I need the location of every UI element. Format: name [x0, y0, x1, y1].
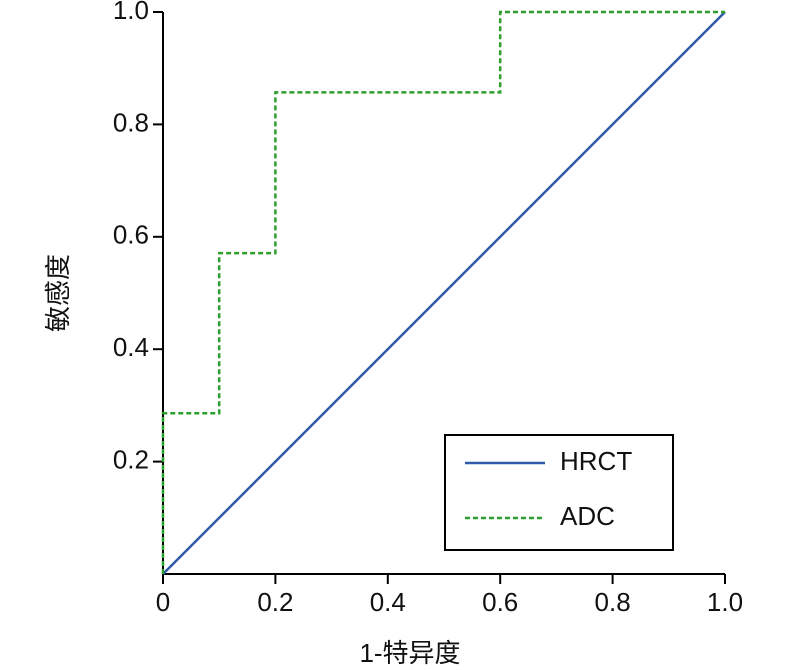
y-tick-label: 0.2 — [113, 444, 149, 474]
x-tick-label: 0.4 — [370, 587, 406, 617]
series-line — [162, 11, 726, 575]
x-tick-label: 0.8 — [595, 587, 631, 617]
legend-box — [444, 434, 674, 551]
y-tick-label: 0.4 — [113, 332, 149, 362]
legend-label: HRCT — [560, 446, 632, 476]
legend-label: ADC — [560, 501, 615, 531]
series-line — [161, 10, 725, 574]
x-tick-label: 0 — [156, 587, 170, 617]
y-axis-label: 敏感度 — [43, 254, 73, 332]
x-tick-label: 0.6 — [482, 587, 518, 617]
x-axis-label: 1-特异度 — [359, 638, 460, 668]
y-tick-label: 0.6 — [113, 220, 149, 250]
x-tick-label: 0.2 — [257, 587, 293, 617]
y-tick-label: 0.8 — [113, 107, 149, 137]
x-tick-label: 1.0 — [707, 587, 743, 617]
y-tick-label: 1.0 — [113, 0, 149, 25]
